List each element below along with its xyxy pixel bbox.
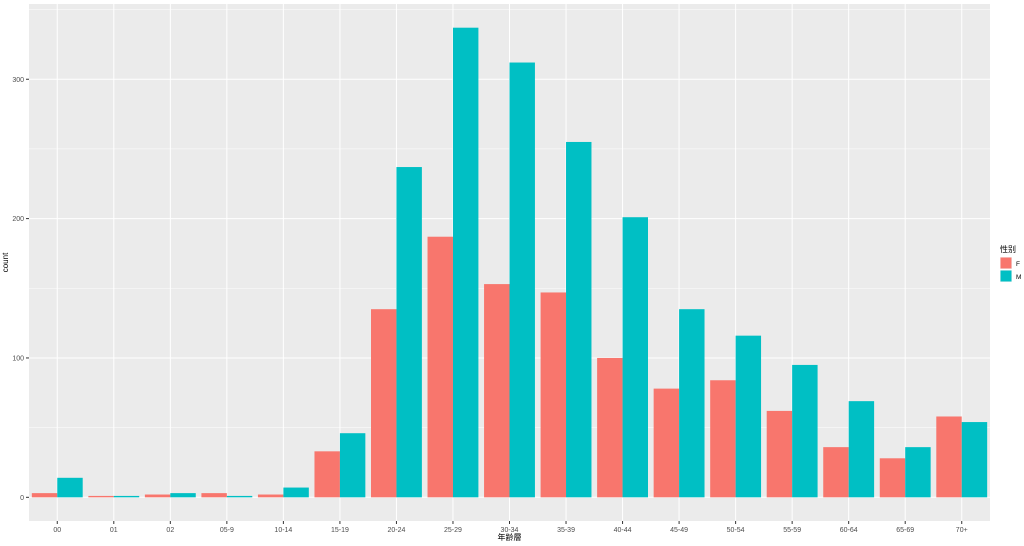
- bar-F-70+: [936, 416, 962, 498]
- x-axis: 00 01 02 05-9 10-14 15-19 20-24 25-29 30-34 35-39…: [53, 521, 968, 534]
- legend-title: 性别: [1000, 244, 1016, 254]
- bar-F-25-29: [427, 236, 453, 498]
- bar-M-50-54: [735, 335, 762, 498]
- x-tick-label: 02: [166, 527, 174, 534]
- bar-F-01: [88, 495, 114, 498]
- legend-swatch-F: [1000, 257, 1012, 269]
- bar-M-55-59: [792, 364, 818, 498]
- bar-F-40-44: [597, 357, 623, 498]
- y-tick-label: 100: [12, 355, 24, 362]
- bar-F-30-34: [484, 284, 510, 498]
- x-tick-label: 50-54: [727, 527, 745, 534]
- bar-F-45-49: [653, 388, 680, 498]
- bar-M-65-69: [905, 447, 931, 498]
- y-tick-label: 200: [12, 216, 24, 223]
- bar-M-05-9: [226, 495, 253, 498]
- y-axis: 0 100 200 300: [12, 77, 29, 502]
- x-tick-label: 30-34: [501, 527, 519, 534]
- bar-M-25-29: [452, 27, 479, 498]
- bar-F-00: [31, 493, 58, 498]
- bars: [31, 27, 988, 498]
- x-tick-label: 10-14: [274, 527, 292, 534]
- legend-label-M: M: [1016, 274, 1021, 281]
- x-tick-label: 05-9: [220, 527, 234, 534]
- x-tick-label: 00: [53, 527, 61, 534]
- x-tick-label: 40-44: [614, 527, 632, 534]
- x-tick-label: 20-24: [387, 527, 405, 534]
- y-axis-label: count: [1, 252, 10, 272]
- legend-swatch-M: [1000, 270, 1012, 282]
- x-tick-label: 15-19: [331, 527, 349, 534]
- bar-M-35-39: [566, 141, 592, 498]
- x-tick-label: 35-39: [557, 527, 575, 534]
- x-tick-label: 65-69: [896, 527, 914, 534]
- bar-F-50-54: [710, 380, 736, 498]
- bar-M-30-34: [509, 62, 535, 498]
- bar-M-10-14: [283, 487, 309, 498]
- bar-F-10-14: [257, 494, 284, 498]
- x-tick-label: 55-59: [783, 527, 801, 534]
- bar-F-55-59: [766, 410, 793, 498]
- bar-M-45-49: [679, 309, 705, 498]
- x-tick-label: 45-49: [670, 527, 688, 534]
- x-tick-label: 25-29: [444, 527, 462, 534]
- bar-M-15-19: [339, 433, 366, 498]
- x-tick-label: 70+: [956, 527, 968, 534]
- x-axis-label: 年齢層: [498, 532, 522, 541]
- bar-M-70+: [961, 422, 988, 498]
- x-tick-label: 60-64: [840, 527, 858, 534]
- legend-label-F: F: [1016, 261, 1020, 268]
- bar-F-02: [144, 494, 171, 498]
- bar-F-15-19: [314, 451, 340, 498]
- y-tick-label: 300: [12, 77, 24, 84]
- bar-F-20-24: [371, 309, 397, 498]
- bar-M-01: [113, 495, 140, 498]
- bar-M-40-44: [622, 217, 648, 498]
- x-tick-label: 01: [110, 527, 118, 534]
- y-tick-label: 0: [20, 495, 24, 502]
- bar-F-60-64: [823, 447, 849, 498]
- bar-F-65-69: [879, 458, 906, 498]
- bar-F-35-39: [540, 292, 567, 498]
- bar-M-02: [170, 493, 196, 498]
- bar-F-05-9: [201, 493, 227, 498]
- legend: 性别 FM: [1000, 244, 1021, 282]
- bar-M-60-64: [848, 401, 875, 498]
- bar-M-20-24: [396, 167, 422, 498]
- bar-M-00: [57, 477, 83, 498]
